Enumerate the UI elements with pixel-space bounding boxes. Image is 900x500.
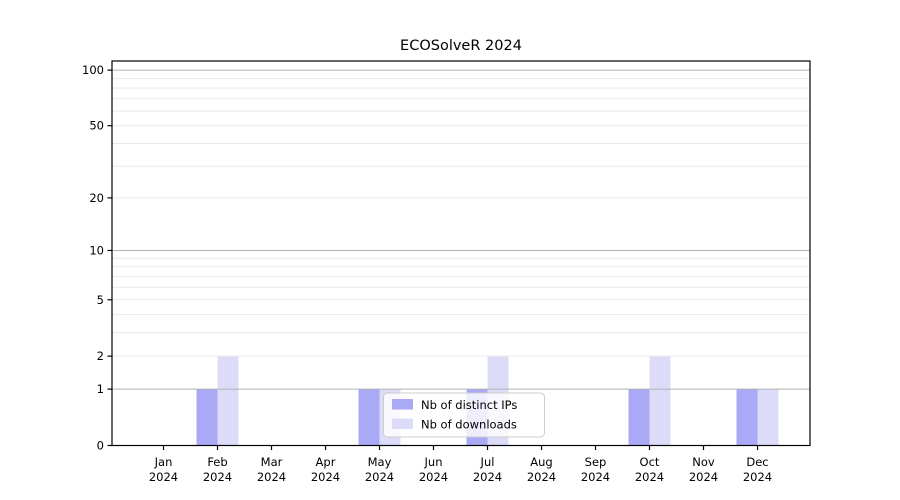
y-tick-label: 20: [89, 191, 104, 205]
x-tick-month-label: Nov: [692, 455, 715, 469]
x-tick-year-label: 2024: [311, 470, 340, 484]
x-tick-year-label: 2024: [149, 470, 178, 484]
x-tick-month-label: Oct: [640, 455, 660, 469]
y-tick-label: 0: [97, 439, 104, 453]
legend-swatch-downloads: [392, 418, 413, 429]
legend: Nb of distinct IPs Nb of downloads: [383, 392, 545, 438]
x-tick-month-label: May: [368, 455, 392, 469]
x-tick-month-label: Mar: [261, 455, 283, 469]
legend-item-label: Nb of downloads: [421, 418, 517, 432]
major-gridlines-group: [112, 69, 810, 390]
legend-swatch-distinct-ips: [392, 399, 413, 410]
x-tick-month-label: Dec: [746, 455, 768, 469]
bar-downloads-dec: [757, 389, 779, 446]
x-tick-month-label: Jan: [154, 455, 173, 469]
legend-box: [383, 392, 545, 438]
x-tick-month-label: Feb: [207, 455, 227, 469]
x-tick-year-label: 2024: [203, 470, 232, 484]
x-tick-year-label: 2024: [527, 470, 556, 484]
x-tick-year-label: 2024: [581, 470, 610, 484]
x-tick-year-label: 2024: [689, 470, 718, 484]
minor-gridlines-group: [112, 78, 810, 357]
x-tick-month-label: Jun: [424, 455, 443, 469]
y-tick-label: 5: [97, 293, 104, 307]
x-tick-year-label: 2024: [473, 470, 502, 484]
x-tick-month-label: Aug: [530, 455, 552, 469]
ticks-group: [107, 69, 759, 450]
y-tick-label: 50: [89, 119, 104, 133]
bar-downloads-feb: [217, 356, 239, 446]
bar-distinct-ips-oct: [628, 389, 650, 446]
x-tick-month-label: Apr: [316, 455, 336, 469]
y-tick-label: 2: [97, 349, 104, 363]
tick-labels-group: Jan2024Feb2024Mar2024Apr2024May2024Jun20…: [82, 63, 772, 484]
x-tick-year-label: 2024: [365, 470, 394, 484]
chart-title: ECOSolveR 2024: [400, 38, 522, 54]
x-tick-month-label: Jul: [480, 455, 495, 469]
x-tick-year-label: 2024: [419, 470, 448, 484]
x-tick-month-label: Sep: [585, 455, 607, 469]
legend-item-label: Nb of distinct IPs: [421, 398, 517, 412]
bar-distinct-ips-feb: [196, 389, 218, 446]
y-tick-label: 1: [97, 382, 104, 396]
bar-downloads-oct: [649, 356, 671, 446]
y-tick-label: 100: [82, 63, 104, 77]
plot-border: [111, 60, 811, 447]
x-tick-year-label: 2024: [257, 470, 286, 484]
x-tick-year-label: 2024: [743, 470, 772, 484]
y-tick-label: 10: [89, 243, 104, 257]
bar-distinct-ips-may: [358, 389, 380, 446]
x-tick-year-label: 2024: [635, 470, 664, 484]
bar-distinct-ips-dec: [736, 389, 758, 446]
